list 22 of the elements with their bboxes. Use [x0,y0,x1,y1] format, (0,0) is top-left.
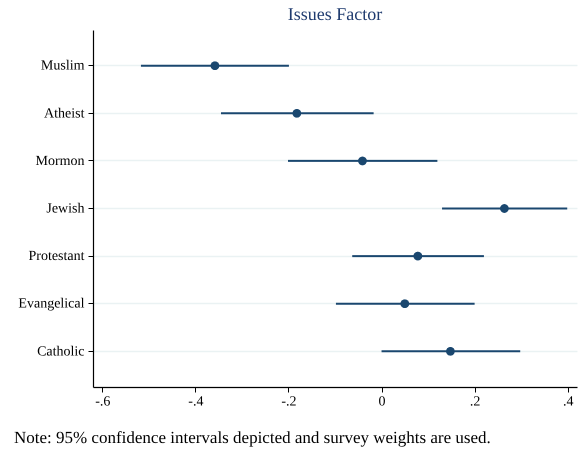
text: Note: 95% confidence intervals depicted and survey weights are used. [14,428,491,448]
y-tick-label: Jewish [46,202,84,216]
y-tick-label: Catholic [37,344,84,360]
x-tick-label: -.6 [95,394,110,410]
y-tick-label: Muslim [40,58,85,74]
x-tick-label: .2 [470,394,480,410]
point [210,61,220,70]
y-tick-label: Atheist [44,106,85,122]
chart-title: Issues Factor [288,4,382,24]
point [414,252,422,260]
x-tick-label: -.4 [188,394,204,410]
point [500,204,509,213]
point [446,346,455,356]
point [292,108,302,118]
point [400,299,410,308]
x-tick-label: 0 [378,394,386,410]
x-tick-label: .4 [562,394,574,410]
y-tick-label: Mormon [36,154,84,169]
y-tick-label: Evangelical [18,296,85,312]
x-tick-label: -.2 [281,394,297,410]
point [358,156,367,166]
y-tick-label: Protestant [28,249,85,264]
